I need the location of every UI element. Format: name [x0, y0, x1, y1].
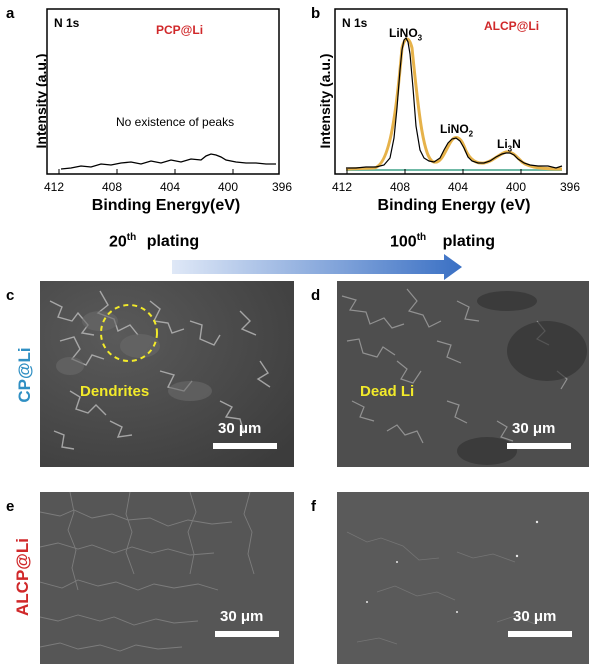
panel-a-xtick-400: 400 — [218, 180, 239, 194]
sem-image-e: 30 μm — [40, 492, 294, 664]
plating-right-label: 100th plating — [390, 232, 496, 251]
panel-d-letter: d — [311, 287, 321, 304]
panel-a-xticklabels: 412 408 404 400 396 — [44, 180, 292, 196]
panel-b-xtick-412: 412 — [332, 180, 353, 194]
row-label-cp: CP@Li — [15, 347, 34, 403]
peak-label-lino2: LiNO2 — [440, 122, 474, 139]
panel-b-xticks — [346, 169, 522, 174]
scale-bar-f — [508, 631, 572, 637]
panel-a-plot: N 1s PCP@Li No existence of peaks — [46, 8, 280, 175]
panel-a-xtick-404: 404 — [160, 180, 181, 194]
annotation-dead-li: Dead Li — [360, 383, 415, 400]
panel-a-xtick-408: 408 — [102, 180, 123, 194]
panel-b-plot: N 1s ALCP@Li — [334, 8, 568, 175]
annotation-dendrites: Dendrites — [80, 383, 150, 400]
sem-image-d: Dead Li 30 μm — [337, 281, 589, 467]
scale-bar-d — [507, 443, 571, 449]
scale-bar-c — [213, 443, 277, 449]
panel-a-sample: PCP@Li — [156, 23, 203, 37]
scale-text-e: 30 μm — [220, 608, 264, 625]
panel-a-note: No existence of peaks — [116, 115, 234, 129]
panel-b-xtick-408: 408 — [390, 180, 411, 194]
panel-b-corner: N 1s — [342, 16, 368, 30]
panel-c-letter: c — [6, 287, 15, 304]
panel-a-xticks — [58, 169, 234, 174]
panel-a-xtick-396: 396 — [272, 180, 293, 194]
panel-a-spectrum — [60, 153, 276, 170]
panel-b-xlabel: Binding Energy (eV) — [377, 197, 531, 214]
plating-left-label: 20th plating — [109, 232, 200, 251]
panel-f-letter: f — [311, 498, 316, 515]
panel-b-xtick-400: 400 — [506, 180, 527, 194]
panel-b-xtick-404: 404 — [448, 180, 469, 194]
panel-b-xticklabels: 412 408 404 400 396 — [332, 180, 580, 196]
dendrite-circle — [100, 304, 158, 362]
panel-a-xlabel: Binding Energy(eV) — [91, 197, 241, 214]
row-label-alcp: ALCP@Li — [13, 538, 32, 616]
scale-text-c: 30 μm — [218, 420, 262, 437]
panel-b-data — [346, 36, 563, 169]
panel-a-letter: a — [6, 5, 15, 22]
panel-b-ylabel: Intensity (a.u.) — [317, 53, 333, 149]
peak-label-lino3: LiNO3 — [389, 26, 423, 43]
panel-a-corner: N 1s — [54, 16, 80, 30]
plating-arrow — [172, 254, 462, 280]
scale-bar-e — [215, 631, 279, 637]
panel-e-letter: e — [6, 498, 15, 515]
panel-a-xtick-412: 412 — [44, 180, 65, 194]
panel-b-letter: b — [311, 5, 321, 22]
sem-image-c: Dendrites 30 μm — [40, 281, 294, 467]
scale-text-d: 30 μm — [512, 420, 556, 437]
sem-image-f: 30 μm — [337, 492, 589, 664]
panel-b-xtick-396: 396 — [560, 180, 581, 194]
peak-label-li3n: Li3N — [497, 137, 521, 154]
scale-text-f: 30 μm — [513, 608, 557, 625]
panel-b-sample: ALCP@Li — [484, 19, 539, 33]
